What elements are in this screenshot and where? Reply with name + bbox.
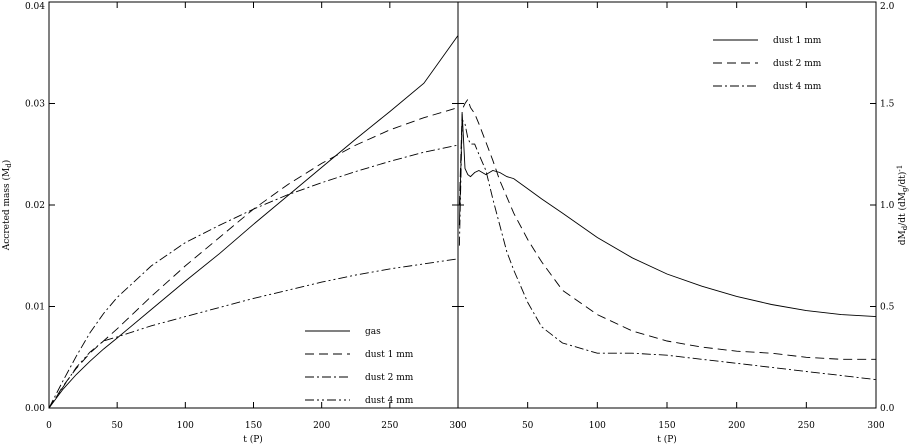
y-tick-label: 0.5 [880, 303, 895, 313]
x-tick-label: 50 [111, 421, 123, 431]
left-y-axis-label: Accreted mass (Md) [1, 160, 13, 252]
legend-label: dust 1 mm [365, 350, 414, 360]
series-line-dust-1-mm [458, 113, 877, 318]
x-tick-label: 100 [589, 421, 606, 431]
x-tick-label: 200 [728, 421, 745, 431]
y-tick-label: 0.02 [25, 201, 45, 211]
left-x-axis-label: t (P) [243, 434, 263, 444]
y-tick-label: 2.0 [880, 2, 895, 12]
right-series-lines [458, 98, 877, 381]
series-line-dust-2-mm [48, 144, 459, 409]
x-tick-label: 100 [177, 421, 194, 431]
x-tick-label: 200 [313, 421, 330, 431]
y-tick-label: 0.00 [25, 404, 45, 414]
left-series-lines [48, 35, 459, 409]
series-line-dust-4-mm [458, 118, 877, 381]
y-tick-label: 0.01 [25, 303, 45, 313]
y-tick-label: 1.0 [880, 201, 895, 211]
series-line-dust-2-mm [458, 98, 876, 360]
right-y-axis-label: dMd/dt (dMg/dt)-1 [896, 165, 909, 245]
series-line-dust-4-mm [48, 258, 459, 409]
x-tick-label: 150 [245, 421, 262, 431]
y-tick-label: 1.5 [880, 100, 895, 110]
right-x-axis-label: t (P) [657, 434, 677, 444]
legend-label: dust 4 mm [773, 82, 822, 92]
x-tick-label: 300 [449, 421, 466, 431]
legend-label: dust 4 mm [365, 396, 414, 406]
series-line-gas [48, 35, 459, 409]
y-tick-label: 0.0 [880, 404, 895, 414]
left-legend: gas dust 1 mm dust 2 mm dust 4 mm [305, 327, 414, 406]
legend-label: dust 1 mm [773, 36, 822, 46]
left-axis-ticks: 0 50 100 150 200 250 300 0.00 0.01 0.02 0.03 0.04 [25, 1, 467, 431]
right-panel: 0 50 100 150 200 250 300 0.0 0.5 1.0 1.5 2.0 dust 1… [455, 1, 909, 444]
left-plot-frame [48, 1, 459, 409]
right-axis-ticks: 0 50 100 150 200 250 300 0.0 0.5 1.0 1.5 2.0 [455, 1, 895, 431]
right-legend: dust 1 mm dust 2 mm dust 4 mm [713, 36, 822, 92]
x-tick-label: 300 [867, 421, 884, 431]
x-tick-label: 250 [381, 421, 398, 431]
legend-label: dust 2 mm [365, 373, 414, 383]
x-tick-label: 150 [658, 421, 675, 431]
left-panel: 0 50 100 150 200 250 300 0.00 0.01 0.02 0.03 0.04 g… [1, 1, 467, 444]
x-tick-label: 50 [522, 421, 534, 431]
x-tick-label: 0 [46, 421, 52, 431]
y-tick-label: 0.04 [25, 2, 45, 12]
y-tick-label: 0.03 [25, 100, 45, 110]
x-tick-label: 0 [455, 421, 461, 431]
series-line-dust-1-mm [48, 107, 459, 409]
x-tick-label: 250 [798, 421, 815, 431]
legend-label: dust 2 mm [773, 59, 822, 69]
legend-label: gas [365, 327, 381, 337]
